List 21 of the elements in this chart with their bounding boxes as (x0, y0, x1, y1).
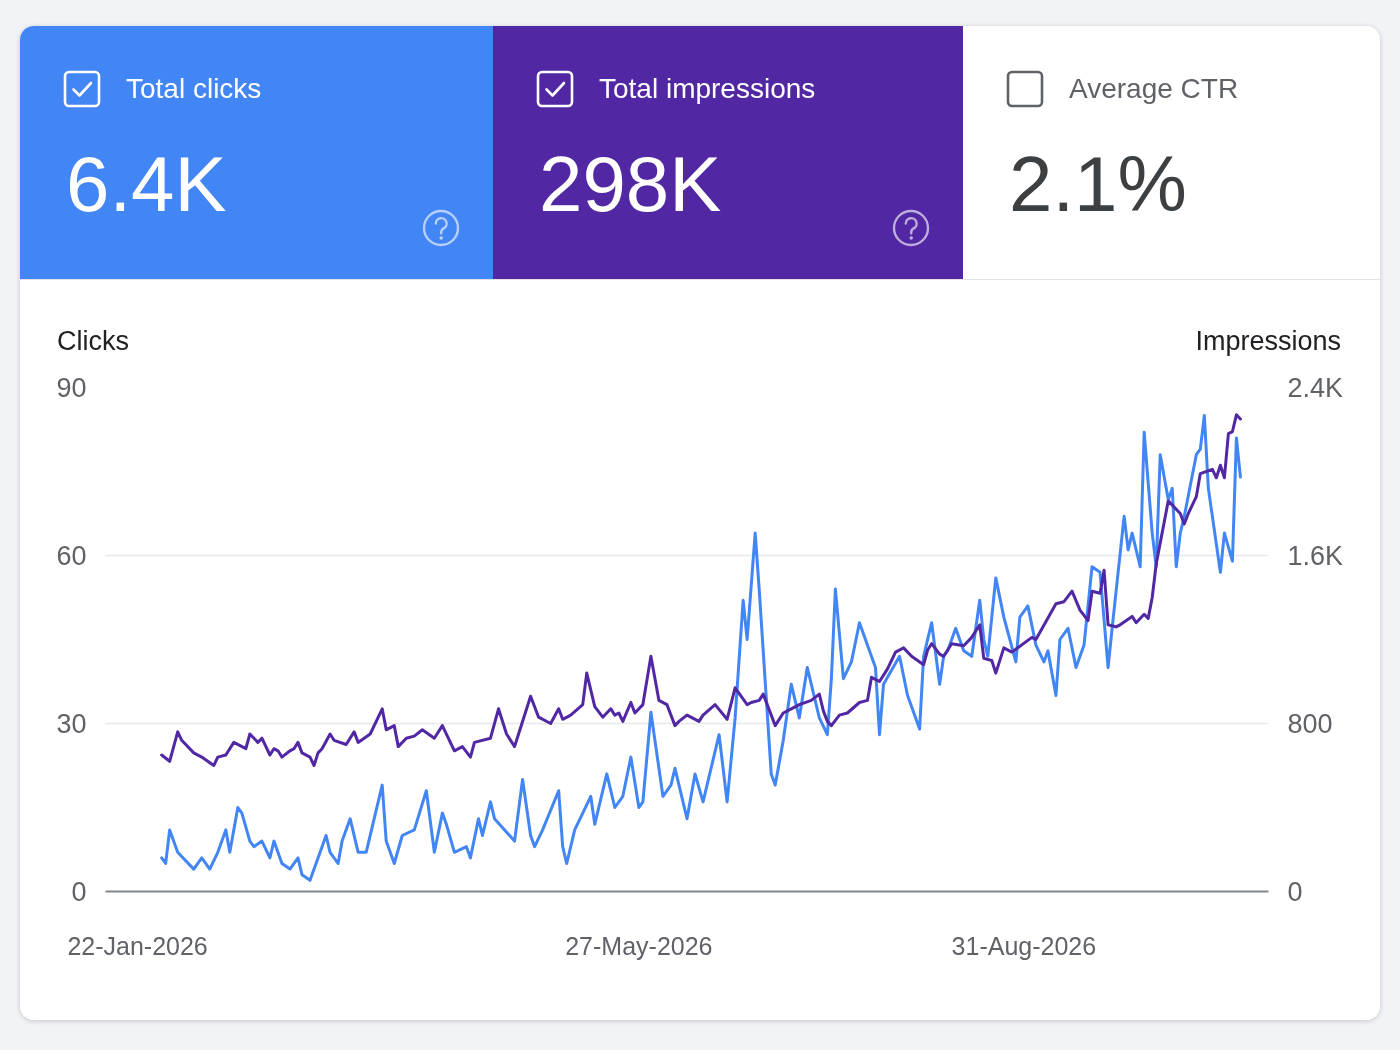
y2-tick-label: 800 (1287, 708, 1333, 739)
category-label: Total impressions (599, 72, 816, 106)
line-series (160, 413, 1242, 767)
category-label: Total clicks (126, 72, 262, 106)
y2-axis-title: Impressions (1195, 325, 1341, 358)
y2-tick-label: 1.6K (1287, 540, 1344, 571)
y-tick-label: 60 (56, 541, 87, 571)
y-tick-label: 90 (56, 373, 87, 403)
category-label: Average CTR (1069, 72, 1239, 106)
text: 6.4K (66, 139, 227, 229)
x-tick-label: 31-Aug-2026 (951, 931, 1097, 960)
y-tick-label: 30 (56, 709, 87, 739)
y2-tick-label: 0 (1287, 876, 1303, 907)
x-tick-label: 27-May-2026 (565, 931, 713, 960)
x-tick-label: 22-Jan-2026 (67, 931, 208, 960)
y-axis-title: Clicks (57, 325, 129, 358)
text: 2.1% (1009, 139, 1187, 229)
line-series (160, 414, 1242, 882)
y2-tick-label: 2.4K (1287, 372, 1344, 403)
text: 298K (539, 139, 722, 229)
y-tick-label: 0 (71, 877, 87, 907)
